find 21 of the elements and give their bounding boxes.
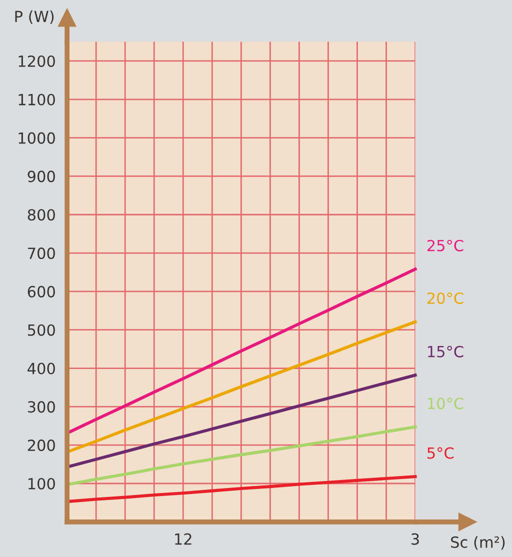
y-tick-label: 100 bbox=[28, 478, 55, 490]
y-tick-label: 1000 bbox=[18, 132, 55, 144]
y-tick-label: 400 bbox=[28, 362, 55, 374]
x-tick-label: 3 bbox=[412, 533, 419, 545]
series-label: 5°C bbox=[428, 447, 454, 459]
y-tick-label: 600 bbox=[28, 286, 55, 298]
series-label: 20°C bbox=[427, 292, 464, 304]
y-tick-label: 1200 bbox=[18, 55, 55, 67]
y-tick-label: 300 bbox=[28, 401, 55, 413]
y-tick-label: 700 bbox=[28, 248, 55, 260]
x-axis-title: Sc (m²) bbox=[451, 536, 505, 550]
series-label: 25°C bbox=[427, 240, 464, 252]
y-tick-label: 900 bbox=[28, 170, 55, 182]
y-tick-label: 500 bbox=[28, 324, 55, 336]
x-tick-label: 12 bbox=[175, 533, 192, 545]
y-tick-label: 200 bbox=[28, 440, 55, 452]
y-tick-label: 1100 bbox=[18, 94, 55, 106]
y-axis-title: P (W) bbox=[15, 10, 54, 24]
series-label: 10°C bbox=[428, 398, 464, 410]
y-tick-label: 800 bbox=[28, 209, 55, 221]
series-label: 15°C bbox=[428, 346, 464, 358]
